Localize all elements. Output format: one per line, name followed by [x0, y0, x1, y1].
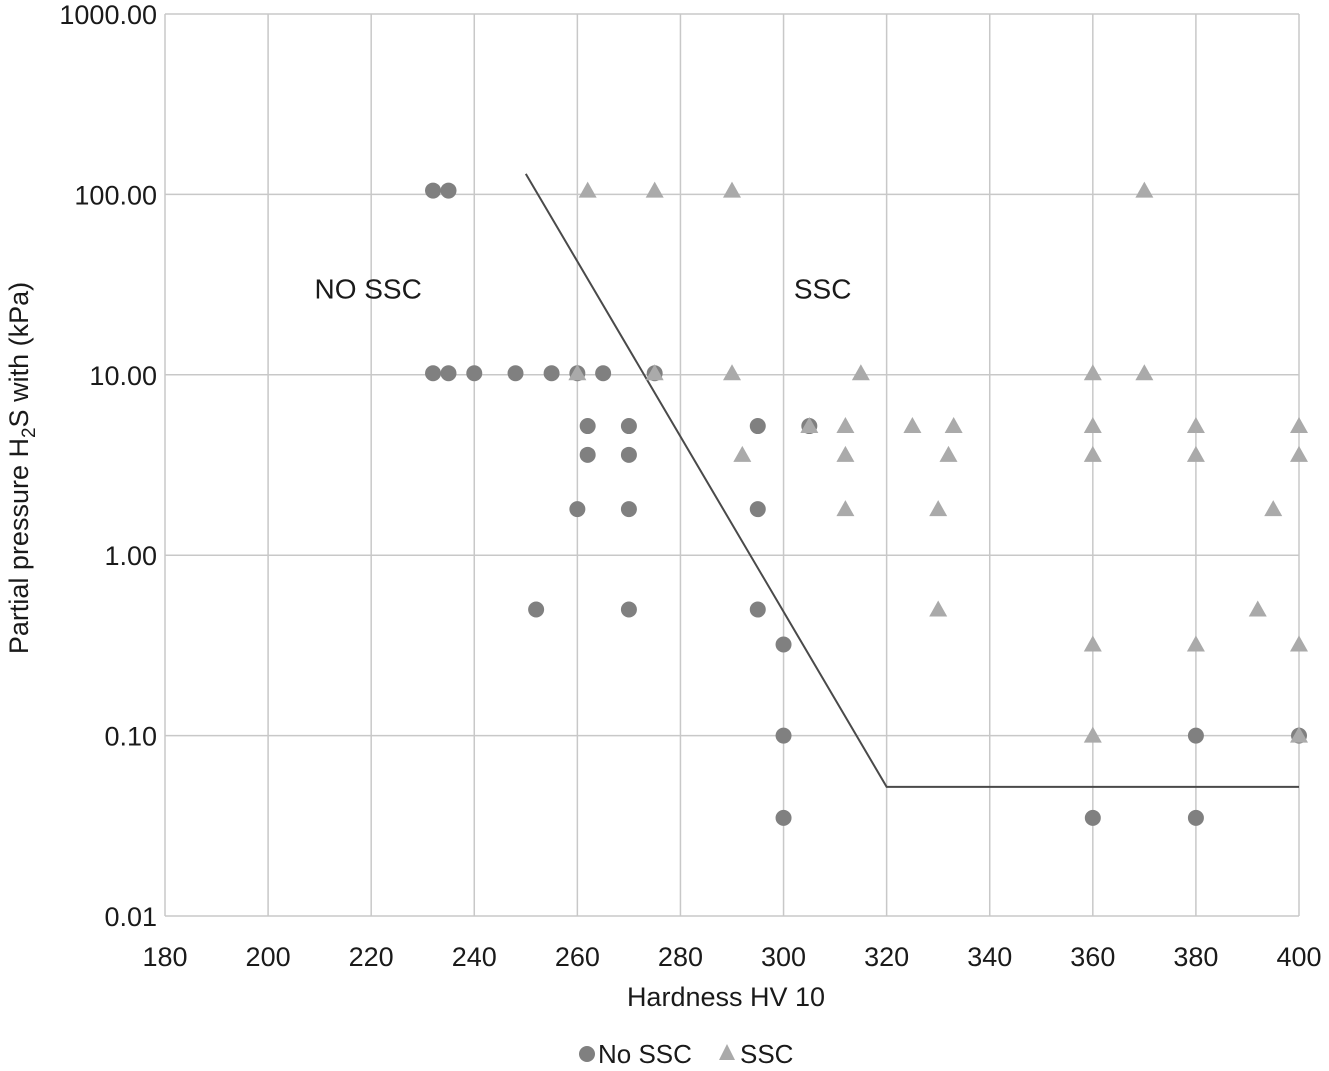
region-label-no-ssc: NO SSC: [314, 274, 421, 305]
no-ssc-point: [620, 446, 637, 463]
no-ssc-point: [507, 365, 524, 382]
ssc-point: [929, 500, 948, 517]
ssc-point: [645, 181, 664, 198]
ssc-point: [903, 417, 922, 434]
ssc-point: [1135, 364, 1154, 381]
legend-no-ssc-label: No SSC: [598, 1039, 692, 1069]
ssc-point: [1083, 364, 1102, 381]
y-tick-label: 1.00: [104, 541, 157, 571]
no-ssc-point: [528, 601, 545, 618]
ssc-point: [723, 181, 741, 198]
ssc-point: [1083, 445, 1102, 462]
y-axis-title-subscript: 2: [19, 427, 40, 438]
no-ssc-point: [440, 365, 457, 382]
ssc-point: [1186, 417, 1205, 434]
ssc-point: [929, 600, 948, 617]
x-tick-label: 300: [761, 942, 806, 972]
y-tick-label: 0.10: [104, 722, 157, 752]
ssc-point: [836, 500, 855, 517]
no-ssc-point: [749, 501, 766, 518]
data-markers: [425, 181, 1308, 826]
ssc-point: [1186, 445, 1205, 462]
x-tick-label: 200: [246, 942, 291, 972]
legend-ssc-marker: [719, 1044, 735, 1060]
x-tick-label: 380: [1173, 942, 1218, 972]
no-ssc-point: [620, 601, 637, 618]
no-ssc-point: [620, 501, 637, 518]
ssc-point: [1290, 726, 1308, 743]
ssc-point: [733, 445, 752, 462]
ssc-point: [1290, 635, 1308, 652]
ssc-point: [1186, 635, 1205, 652]
x-tick-label: 240: [452, 942, 497, 972]
ssc-point: [836, 417, 855, 434]
no-ssc-point: [579, 446, 596, 463]
x-tick-label: 280: [658, 942, 703, 972]
x-tick-label: 260: [555, 942, 600, 972]
ssc-point: [578, 181, 597, 198]
legend: No SSC SSC: [579, 1039, 793, 1069]
x-tick-label: 180: [142, 942, 187, 972]
ssc-boundary-line: [524, 173, 1299, 788]
ssc-point: [1248, 600, 1267, 617]
legend-no-ssc-marker: [579, 1046, 595, 1062]
no-ssc-point: [749, 601, 766, 618]
no-ssc-point: [775, 636, 792, 653]
ssc-point: [1083, 726, 1102, 743]
ssc-point: [723, 364, 741, 381]
ssc-point: [645, 364, 664, 381]
y-tick-label: 10.00: [89, 361, 157, 391]
no-ssc-point: [1084, 809, 1101, 826]
ssc-point: [1083, 417, 1102, 434]
no-ssc-point: [569, 501, 586, 518]
x-tick-label: 220: [349, 942, 394, 972]
ssc-point: [836, 445, 855, 462]
ssc-point: [800, 417, 819, 434]
ssc-point: [851, 364, 870, 381]
ssc-point: [939, 445, 958, 462]
no-ssc-point: [425, 182, 442, 199]
no-ssc-point: [579, 418, 596, 435]
grid: [164, 13, 1300, 917]
ssc-point: [1290, 417, 1308, 434]
y-axis-title-rest: S with (kPa): [4, 282, 34, 428]
no-ssc-point: [775, 809, 792, 826]
legend-ssc-label: SSC: [740, 1039, 793, 1069]
x-tick-label: 340: [967, 942, 1012, 972]
ssc-point: [944, 417, 963, 434]
region-label-ssc: SSC: [794, 274, 852, 305]
no-ssc-point: [466, 365, 483, 382]
x-tick-label: 320: [864, 942, 909, 972]
no-ssc-point: [775, 727, 792, 744]
no-ssc-point: [425, 365, 442, 382]
no-ssc-point: [620, 418, 637, 435]
no-ssc-point: [1187, 727, 1204, 744]
ssc-point: [1083, 635, 1102, 652]
y-axis-title-main: Partial pressure H: [4, 438, 34, 654]
y-tick-label: 1000.00: [59, 0, 157, 30]
no-ssc-point: [595, 365, 612, 382]
ssc-point: [1264, 500, 1283, 517]
x-tick-label: 400: [1276, 942, 1321, 972]
x-axis-title: Hardness HV 10: [627, 982, 825, 1012]
ssc-point: [1290, 445, 1308, 462]
y-tick-label: 100.00: [74, 180, 157, 210]
boundary-line: [524, 173, 1299, 788]
y-axis-title: Partial pressure H2S with (kPa): [4, 282, 40, 654]
y-tick-label: 0.01: [104, 902, 157, 932]
no-ssc-point: [1187, 809, 1204, 826]
x-tick-label: 360: [1070, 942, 1115, 972]
ssc-point: [568, 364, 587, 381]
axes: 180 200 220 240 260 280 300 320 340 360 380 400 0.01…: [59, 0, 1321, 972]
ssc-point: [1135, 181, 1154, 198]
no-ssc-point: [543, 365, 560, 382]
no-ssc-point: [749, 418, 766, 435]
no-ssc-point: [440, 182, 457, 199]
